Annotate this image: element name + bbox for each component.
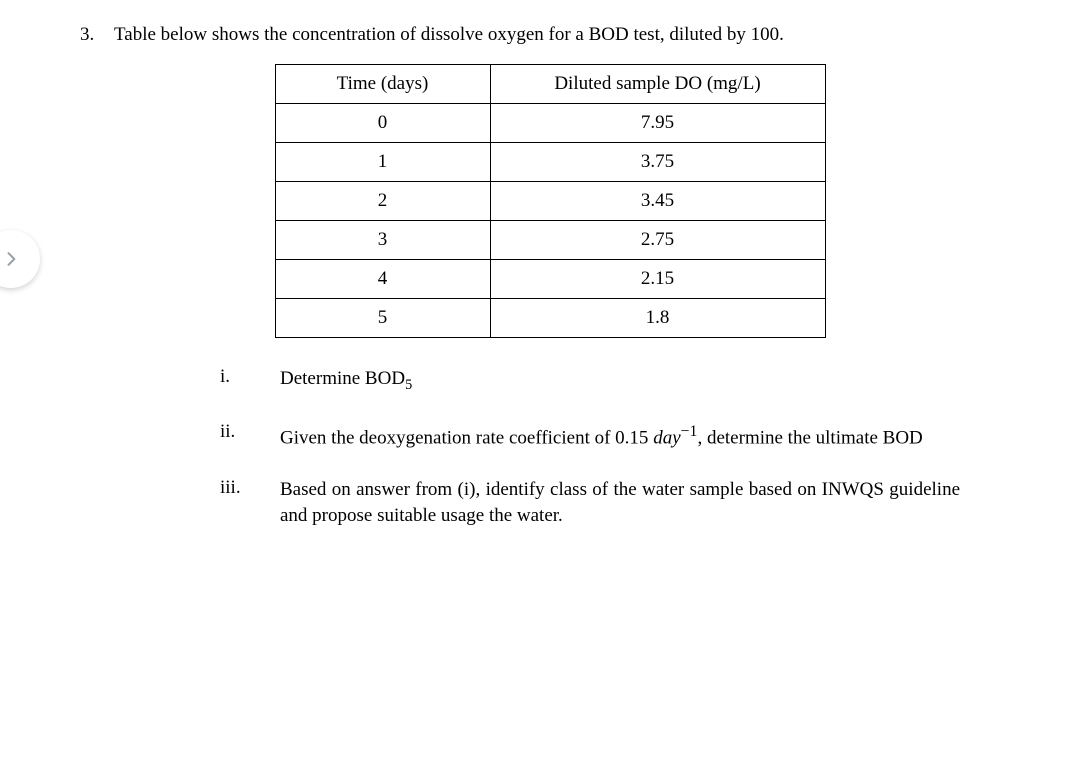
subpart-text: Based on answer from (i), identify class… (280, 477, 960, 528)
question-number: 3. (80, 24, 114, 46)
subpart-label: ii. (220, 421, 280, 443)
table-row: 1 3.75 (275, 143, 825, 182)
table-header-time: Time (days) (275, 65, 490, 104)
table-cell: 3.75 (490, 143, 825, 182)
table-cell: 2 (275, 182, 490, 221)
question-row: 3. Table below shows the concentration o… (80, 24, 1020, 46)
subpart-ii-italic: day (653, 427, 680, 448)
table-cell: 0 (275, 104, 490, 143)
table-row: 0 7.95 (275, 104, 825, 143)
subpart-text: Determine BOD5 (280, 366, 960, 395)
subpart-label: iii. (220, 477, 280, 499)
table-cell: 1.8 (490, 299, 825, 338)
bod-table: Time (days) Diluted sample DO (mg/L) 0 7… (275, 64, 826, 338)
subpart-i-pre: Determine BOD (280, 368, 405, 389)
table-header-do: Diluted sample DO (mg/L) (490, 65, 825, 104)
table-row: 4 2.15 (275, 260, 825, 299)
chevron-right-icon (1, 249, 21, 269)
table-cell: 4 (275, 260, 490, 299)
subpart-iii: iii. Based on answer from (i), identify … (220, 477, 960, 528)
subpart-i-sub: 5 (405, 377, 412, 393)
table-row: 5 1.8 (275, 299, 825, 338)
subpart-ii-sup: −1 (681, 423, 698, 440)
subpart-ii: ii. Given the deoxygenation rate coeffic… (220, 421, 960, 451)
table-cell: 5 (275, 299, 490, 338)
table-cell: 3 (275, 221, 490, 260)
table-header-row: Time (days) Diluted sample DO (mg/L) (275, 65, 825, 104)
subparts: i. Determine BOD5 ii. Given the deoxygen… (220, 366, 960, 528)
subpart-text: Given the deoxygenation rate coefficient… (280, 421, 960, 451)
table-row: 3 2.75 (275, 221, 825, 260)
table-cell: 7.95 (490, 104, 825, 143)
table-cell: 2.75 (490, 221, 825, 260)
subpart-i: i. Determine BOD5 (220, 366, 960, 395)
subpart-ii-pre: Given the deoxygenation rate coefficient… (280, 427, 653, 448)
table-cell: 2.15 (490, 260, 825, 299)
subpart-ii-post: , determine the ultimate BOD (697, 427, 922, 448)
question-prompt: Table below shows the concentration of d… (114, 24, 1020, 46)
table-cell: 3.45 (490, 182, 825, 221)
table-row: 2 3.45 (275, 182, 825, 221)
subpart-label: i. (220, 366, 280, 388)
table-cell: 1 (275, 143, 490, 182)
